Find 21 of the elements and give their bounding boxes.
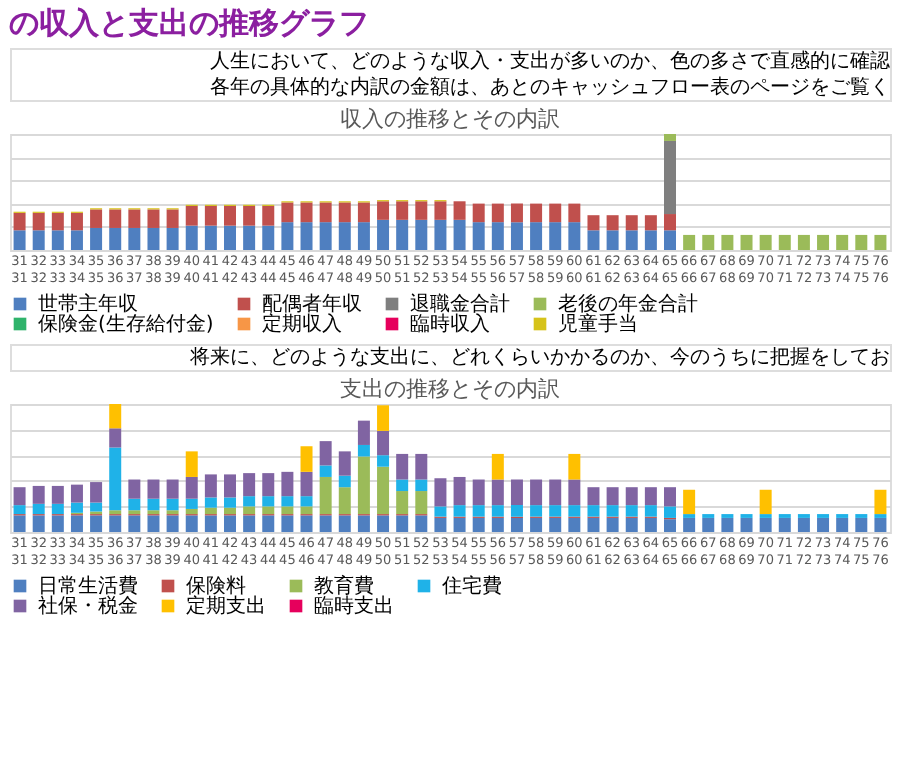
- chart-subtitle: 収入の推移とその内訳: [340, 106, 560, 132]
- legend-label: 保険金(生存給付金): [38, 312, 214, 336]
- text: 将来に、どのような支出に、どれくらいかかるのか、今のうちに把握をしてお: [188, 345, 890, 369]
- legend-label: 臨時支出: [314, 594, 394, 618]
- text: 各年の具体的な内訳の金額は、あとのキャッシュフロー表のページをご覧く: [210, 75, 890, 99]
- legend-label: 日常生活費: [38, 574, 138, 598]
- legend-label: 退職金合計: [410, 292, 510, 316]
- legend-label: 定期収入: [262, 312, 342, 336]
- legend-label: 教育費: [314, 574, 374, 598]
- legend-label: 定期支出: [186, 594, 266, 618]
- legend-label: 児童手当: [558, 312, 638, 336]
- legend-label: 世帯主年収: [38, 292, 138, 316]
- legend-label: 臨時収入: [410, 312, 490, 336]
- legend-label: 住宅費: [442, 574, 502, 598]
- legend-label: 保険料: [186, 574, 246, 598]
- legend-label: 社保・税金: [38, 594, 138, 618]
- text: 人生において、どのような収入・支出が多いのか、色の多さで直感的に確認: [210, 49, 890, 73]
- legend-label: 配偶者年収: [262, 292, 362, 316]
- legend-label: 老後の年金合計: [558, 292, 698, 316]
- chart-title: 支出の推移とその内訳: [340, 376, 560, 402]
- chart-title: の収入と支出の推移グラフ: [9, 5, 369, 41]
